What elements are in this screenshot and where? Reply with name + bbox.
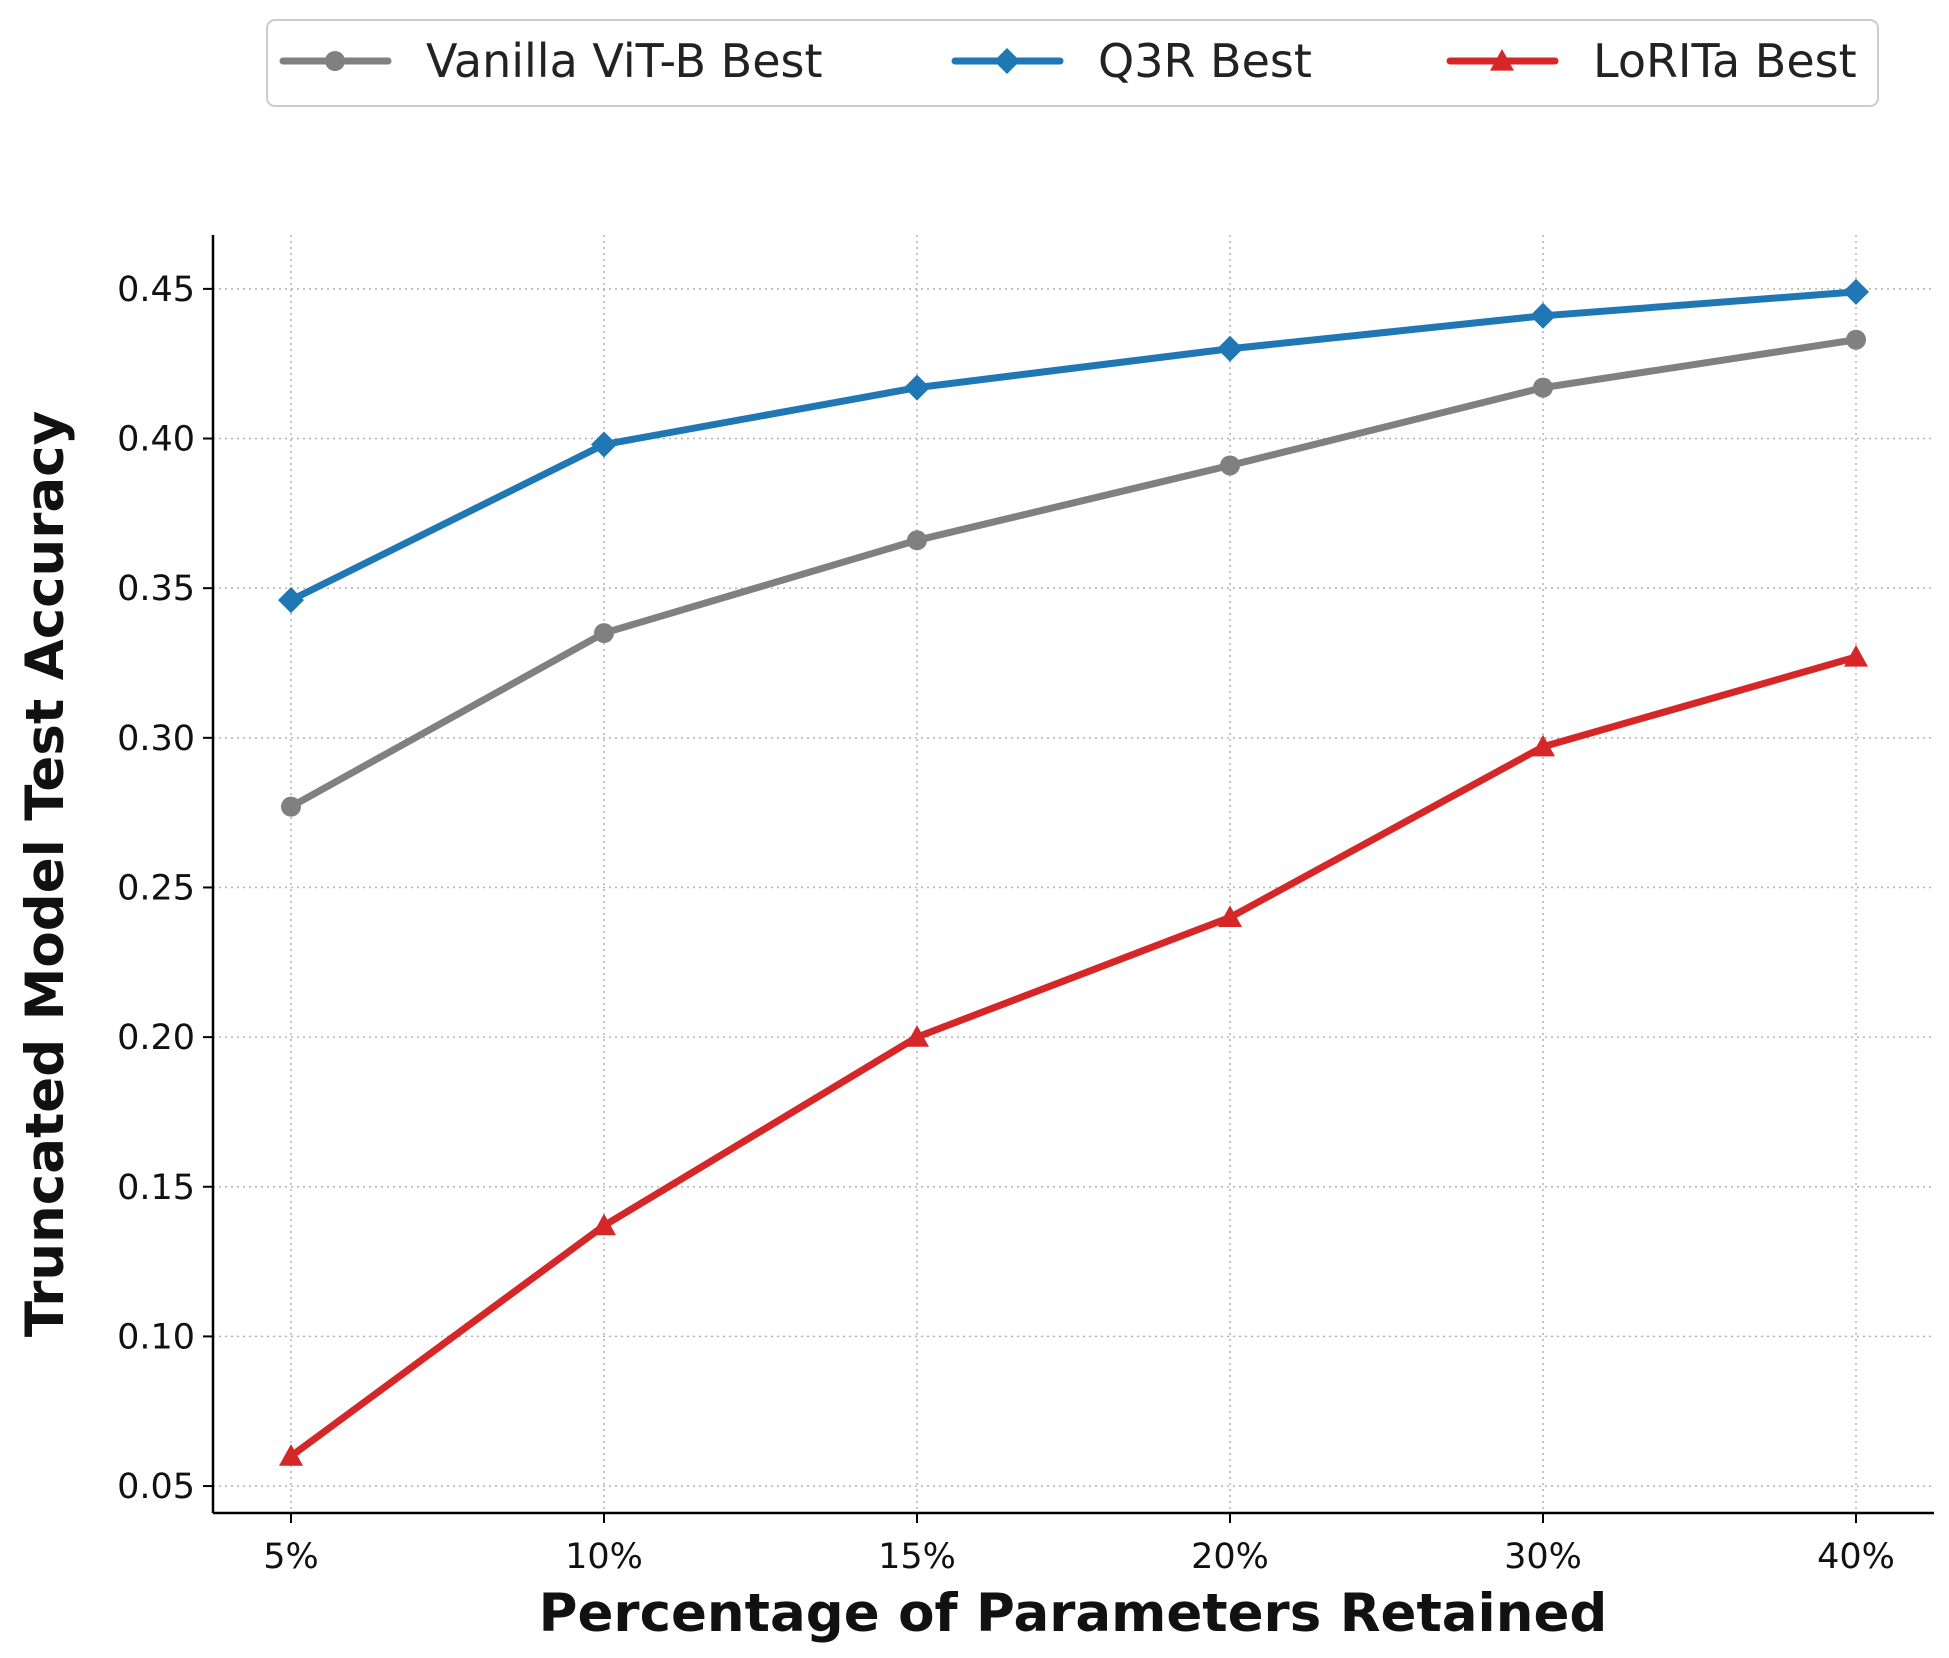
- legend-item: LoRITa Best: [1446, 34, 1857, 88]
- legend-item: Q3R Best: [951, 34, 1312, 88]
- axes: [211, 235, 1934, 1515]
- legend-marker: [325, 51, 345, 71]
- data-point: [1843, 278, 1869, 305]
- x-tick-label: 5%: [263, 1537, 319, 1577]
- data-point: [1217, 335, 1243, 362]
- x-tick-label: 30%: [1504, 1537, 1582, 1577]
- series-line: [287, 653, 1860, 1460]
- legend-marker: [1490, 49, 1514, 71]
- x-axis-title: Percentage of Parameters Retained: [539, 1583, 1608, 1644]
- data-point: [904, 374, 930, 401]
- data-point: [1531, 734, 1555, 757]
- data-point: [907, 530, 927, 551]
- y-axis-title: Truncated Model Test Accuracy: [15, 411, 76, 1337]
- data-point: [1218, 905, 1242, 927]
- data-point: [279, 1444, 303, 1466]
- data-point: [1530, 302, 1556, 329]
- y-tick-label: 0.45: [117, 270, 195, 310]
- legend-item: Vanilla ViT-B Best: [279, 34, 823, 88]
- series-1: [278, 278, 1869, 614]
- data-point: [594, 623, 614, 644]
- legend: Vanilla ViT-B Best Q3R Best LoRITa Best: [266, 19, 1879, 107]
- x-tick-label: 40%: [1817, 1537, 1895, 1577]
- data-point: [905, 1025, 929, 1047]
- y-tick-label: 0.15: [117, 1168, 195, 1208]
- y-tick-label: 0.25: [117, 868, 195, 908]
- data-point: [591, 431, 617, 458]
- data-point: [1533, 377, 1553, 398]
- data-point: [1846, 329, 1866, 350]
- x-tick-label: 10%: [565, 1537, 643, 1577]
- y-tick-label: 0.35: [117, 569, 195, 609]
- y-tick-label: 0.40: [117, 420, 195, 460]
- data-point: [592, 1213, 616, 1236]
- series-2: [279, 645, 1868, 1466]
- legend-marker: [994, 48, 1020, 74]
- grid: [213, 235, 1934, 1513]
- series-0: [281, 329, 1866, 817]
- x-tick-label: 15%: [878, 1537, 956, 1577]
- ticks: 5% 10% 15% 20% 30% 40% 0.05 0.10 0.15 0.20 0.25 0.3…: [117, 270, 1895, 1577]
- series: [278, 278, 1869, 1466]
- legend-label: Q3R Best: [1098, 34, 1312, 88]
- data-point: [281, 796, 301, 817]
- data-point: [278, 587, 304, 614]
- legend-label: Vanilla ViT-B Best: [426, 34, 823, 88]
- y-tick-label: 0.30: [117, 719, 195, 759]
- y-tick-label: 0.20: [117, 1018, 195, 1058]
- y-tick-label: 0.05: [117, 1467, 195, 1507]
- legend-label: LoRITa Best: [1593, 34, 1857, 88]
- data-point: [1844, 645, 1868, 667]
- x-tick-label: 20%: [1191, 1537, 1269, 1577]
- data-point: [1220, 455, 1240, 476]
- series-line: [287, 288, 1860, 604]
- y-tick-label: 0.10: [117, 1317, 195, 1357]
- legend-frame: [266, 19, 1879, 107]
- series-line: [287, 336, 1860, 811]
